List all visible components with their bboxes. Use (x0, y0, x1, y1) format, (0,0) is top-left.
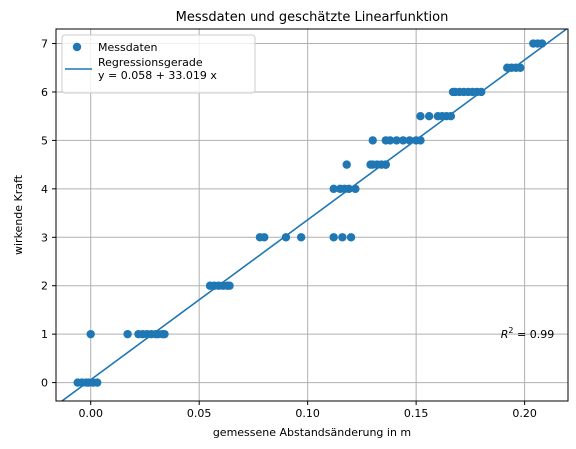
data-point (381, 160, 390, 169)
data-point (225, 281, 234, 290)
y-tick-label: 0 (41, 377, 48, 390)
ticks: 0.00 0.05 0.10 0.15 0.20 0 1 2 3 4 5 6 7 (41, 38, 537, 420)
y-tick-label: 7 (41, 38, 48, 51)
data-point (123, 329, 132, 339)
data-point (342, 160, 351, 169)
data-point (446, 111, 456, 121)
data-point (93, 378, 102, 387)
x-tick-label: 0.05 (187, 407, 212, 420)
data-point (398, 136, 408, 145)
regression-line (60, 29, 568, 401)
y-tick-label: 2 (41, 280, 48, 293)
y-tick-label: 6 (41, 86, 48, 99)
data-point (346, 233, 356, 242)
data-point (160, 329, 169, 339)
chart-title: Messdaten und geschätzte Linearfunktion (176, 10, 449, 25)
data-point (338, 233, 347, 242)
y-axis-label: wirkende Kraft (12, 174, 25, 255)
legend-box (61, 34, 256, 94)
x-tick-label: 0.00 (78, 407, 103, 420)
data-point (329, 184, 338, 194)
x-tick-label: 0.20 (512, 407, 537, 420)
x-tick-label: 0.15 (404, 407, 429, 420)
y-tick-label: 3 (41, 231, 48, 244)
legend-label-points: Messdaten (98, 41, 158, 54)
legend-label-line: y = 0.058 + 33.019 x (98, 69, 217, 82)
data-point (296, 233, 306, 242)
r-squared-annotation: R2 = 0.99 (501, 326, 554, 341)
data-point (385, 136, 395, 145)
y-tick-label: 5 (41, 134, 48, 147)
legend-marker-points (72, 42, 82, 52)
data-point (392, 136, 401, 145)
data-point (86, 329, 95, 339)
legend-label-line: Regressionsgerade (98, 56, 203, 69)
data-point (329, 233, 338, 242)
data-point (260, 233, 269, 242)
y-tick-label: 1 (41, 328, 48, 341)
x-tick-label: 0.10 (295, 407, 320, 420)
y-tick-label: 4 (41, 183, 48, 196)
data-point (368, 136, 377, 145)
x-axis-label: gemessene Abstandsänderung in m (213, 426, 411, 439)
axes-frame (55, 28, 569, 402)
data-point (416, 111, 425, 121)
data-point (424, 111, 434, 121)
